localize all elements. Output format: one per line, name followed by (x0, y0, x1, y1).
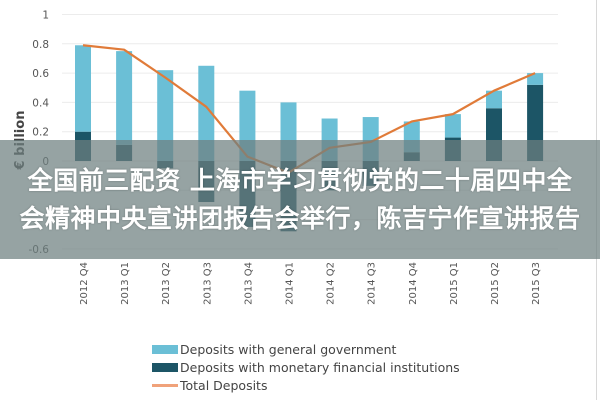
headline-overlay[interactable]: 全国前三配资 上海市学习贯彻党的二十届四中全 会精神中央宣讲团报告会举行，陈吉宁… (0, 140, 600, 259)
y-tick-label: 0.8 (32, 39, 49, 51)
bar-general-government (116, 51, 133, 145)
legend-item-total: Total Deposits (152, 376, 460, 394)
headline-line-2: 会精神中央宣讲团报告会举行，陈吉宁作宣讲报告 (19, 203, 581, 233)
x-tick-label: 2014 Q3 (367, 262, 378, 305)
bar-general-government (75, 45, 91, 132)
bar-general-government (198, 65, 215, 161)
x-tick-label: 2014 Q1 (285, 262, 296, 305)
x-tick-label: 2013 Q2 (161, 262, 172, 305)
x-tick-label: 2012 Q4 (79, 262, 90, 305)
y-tick-label: 0.2 (32, 127, 49, 139)
bar-general-government (444, 114, 461, 138)
headline-line-1: 全国前三配资 上海市学习贯彻党的二十届四中全 (27, 165, 573, 195)
y-tick-label: 0.6 (32, 68, 49, 80)
bar-general-government (486, 90, 502, 109)
x-tick-label: 2013 Q1 (120, 262, 131, 305)
chart-legend: Deposits with general government Deposit… (152, 340, 460, 394)
legend-swatch-total (152, 383, 178, 387)
legend-label: Deposits with monetary financial institu… (180, 359, 460, 375)
x-tick-label: 2014 Q4 (408, 262, 419, 305)
legend-swatch-general-government (152, 344, 178, 354)
bar-general-government (157, 70, 174, 161)
x-tick-label: 2015 Q3 (531, 262, 542, 305)
x-tick-label: 2015 Q2 (490, 262, 501, 305)
legend-label: Deposits with general government (180, 341, 397, 357)
legend-item-general-government: Deposits with general government (152, 340, 460, 358)
bar-general-government (527, 73, 544, 85)
x-tick-label: 2015 Q1 (449, 262, 460, 305)
y-tick-label: 1 (42, 10, 49, 22)
y-tick-label: 0.4 (32, 97, 49, 109)
legend-label: Total Deposits (180, 377, 268, 393)
x-tick-label: 2013 Q3 (202, 262, 213, 305)
legend-item-mfi: Deposits with monetary financial institu… (152, 358, 460, 376)
x-tick-label: 2013 Q4 (243, 262, 254, 305)
x-tick-label: 2014 Q2 (326, 262, 337, 305)
legend-swatch-mfi (152, 362, 178, 372)
